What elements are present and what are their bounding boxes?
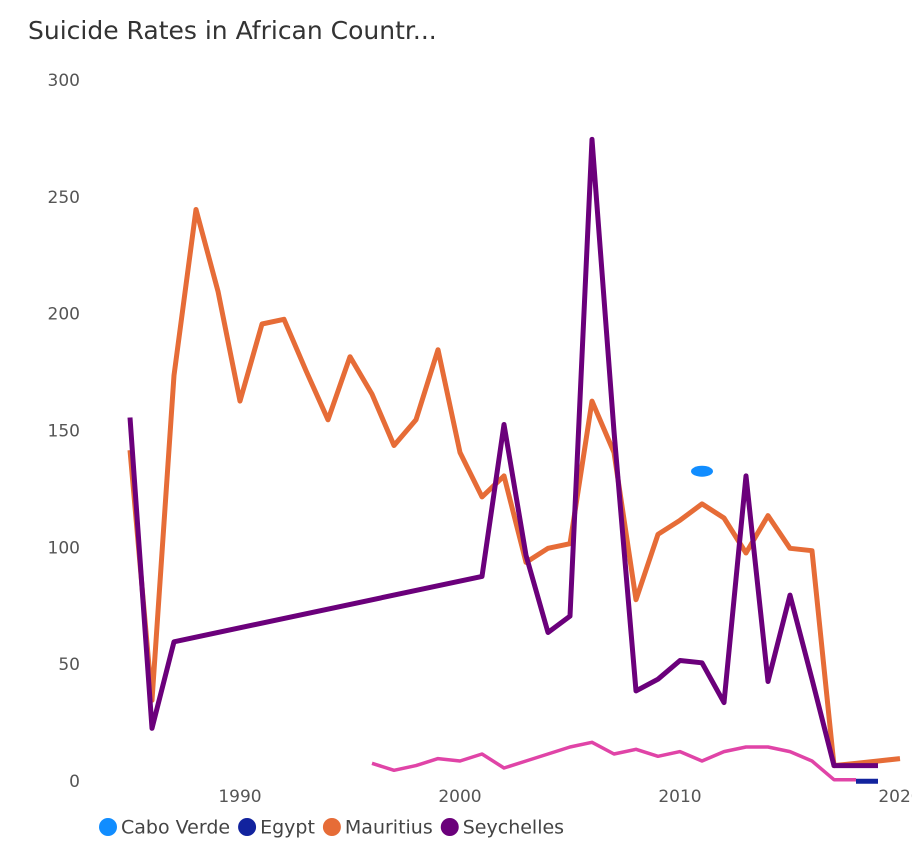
y-tick-label: 50 [58, 655, 80, 675]
legend-marker [238, 818, 257, 836]
x-tick-label: 1990 [218, 787, 261, 807]
y-tick-label: 200 [48, 305, 80, 325]
legend-marker [99, 818, 117, 836]
point [691, 465, 713, 477]
y-tick-label: 250 [48, 188, 80, 208]
y-tick-label: 150 [48, 422, 80, 442]
x-tick-label: 2010 [658, 787, 701, 807]
legend-marker [322, 818, 341, 836]
y-tick-label: 0 [69, 772, 80, 792]
x-tick-label: 2020 [878, 787, 912, 807]
legend-marker [440, 818, 459, 836]
series-line [371, 740, 856, 782]
x-tick-label: 2000 [438, 787, 481, 807]
series-line [127, 207, 901, 769]
legend-label: Mauritius [345, 817, 433, 839]
chart-title: Suicide Rates in African Countr... [28, 16, 437, 45]
y-tick-label: 100 [48, 538, 80, 558]
legend-label: Cabo Verde [121, 817, 230, 839]
series-line [127, 136, 878, 769]
legend-label: Egypt [260, 817, 315, 839]
legend-label: Seychelles [463, 817, 564, 839]
y-tick-label: 300 [48, 71, 80, 91]
